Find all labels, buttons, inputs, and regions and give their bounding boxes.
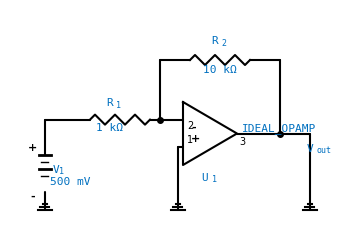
Text: 500 mV: 500 mV: [50, 177, 91, 187]
Text: +: +: [29, 143, 38, 153]
Text: out: out: [317, 146, 332, 155]
Text: IDEAL_OPAMP: IDEAL_OPAMP: [242, 123, 316, 134]
Text: 1: 1: [116, 101, 121, 110]
Text: R: R: [212, 36, 218, 46]
Text: 2: 2: [187, 121, 193, 131]
Text: 1: 1: [59, 167, 64, 176]
Text: 2: 2: [221, 39, 226, 48]
Text: 10 kΩ: 10 kΩ: [203, 65, 237, 75]
Text: 3: 3: [239, 137, 245, 147]
Text: 1: 1: [212, 175, 217, 184]
Text: 1: 1: [187, 135, 193, 145]
Text: +: +: [191, 134, 200, 144]
Text: V: V: [306, 144, 313, 154]
Text: R: R: [106, 98, 113, 108]
Text: -: -: [31, 192, 35, 202]
Text: -: -: [191, 123, 196, 133]
Text: U: U: [202, 173, 208, 183]
Text: 1 kΩ: 1 kΩ: [96, 123, 123, 133]
Text: V: V: [53, 165, 60, 175]
